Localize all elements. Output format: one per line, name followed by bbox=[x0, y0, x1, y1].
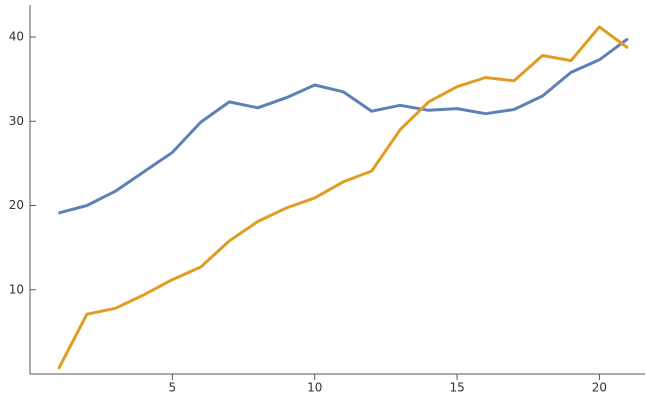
y-tick-label: 10 bbox=[9, 282, 24, 296]
y-tick-label: 30 bbox=[9, 114, 24, 128]
line-series bbox=[58, 37, 629, 215]
x-tick-label: 10 bbox=[307, 381, 322, 395]
y-tick-label: 40 bbox=[9, 30, 24, 44]
x-tick-label: 20 bbox=[592, 381, 607, 395]
y-tick-label: 20 bbox=[9, 198, 24, 212]
x-tick-label: 15 bbox=[449, 381, 464, 395]
line-series bbox=[57, 25, 629, 370]
x-tick-label: 5 bbox=[169, 381, 177, 395]
